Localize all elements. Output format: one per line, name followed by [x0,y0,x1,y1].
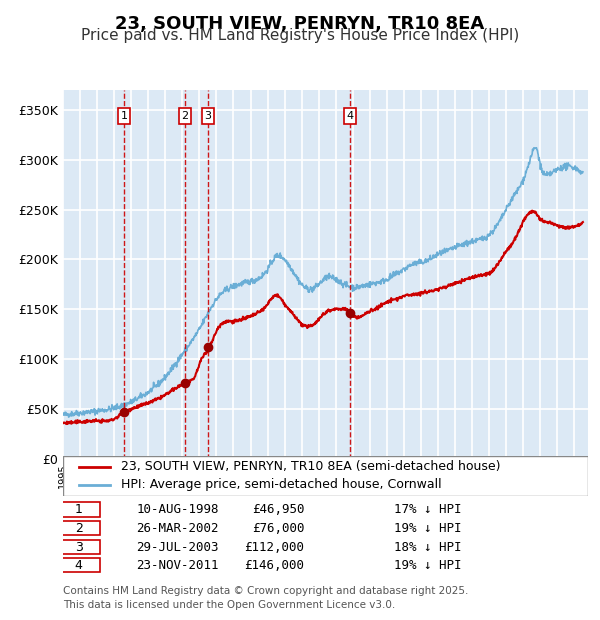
Text: 1: 1 [75,503,83,516]
FancyBboxPatch shape [58,521,100,535]
Text: 17% ↓ HPI: 17% ↓ HPI [394,503,461,516]
Text: 2: 2 [182,111,189,121]
Text: 3: 3 [205,111,211,121]
FancyBboxPatch shape [58,539,100,554]
Text: 23, SOUTH VIEW, PENRYN, TR10 8EA (semi-detached house): 23, SOUTH VIEW, PENRYN, TR10 8EA (semi-d… [121,461,500,474]
Text: 4: 4 [346,111,353,121]
Text: £146,000: £146,000 [245,559,305,572]
FancyBboxPatch shape [58,502,100,516]
Text: £46,950: £46,950 [252,503,305,516]
FancyBboxPatch shape [63,456,588,496]
Text: £76,000: £76,000 [252,522,305,535]
Text: 4: 4 [75,559,83,572]
Text: 29-JUL-2003: 29-JUL-2003 [137,541,219,554]
Text: 26-MAR-2002: 26-MAR-2002 [137,522,219,535]
Text: £112,000: £112,000 [245,541,305,554]
Text: 19% ↓ HPI: 19% ↓ HPI [394,522,461,535]
Text: HPI: Average price, semi-detached house, Cornwall: HPI: Average price, semi-detached house,… [121,478,442,491]
Text: 23, SOUTH VIEW, PENRYN, TR10 8EA: 23, SOUTH VIEW, PENRYN, TR10 8EA [115,16,485,33]
Text: Price paid vs. HM Land Registry's House Price Index (HPI): Price paid vs. HM Land Registry's House … [81,28,519,43]
Text: 23-NOV-2011: 23-NOV-2011 [137,559,219,572]
Text: Contains HM Land Registry data © Crown copyright and database right 2025.
This d: Contains HM Land Registry data © Crown c… [63,586,469,610]
Text: 10-AUG-1998: 10-AUG-1998 [137,503,219,516]
Text: 1: 1 [121,111,128,121]
Text: 2: 2 [75,522,83,535]
Text: 18% ↓ HPI: 18% ↓ HPI [394,541,461,554]
FancyBboxPatch shape [58,558,100,572]
Text: 19% ↓ HPI: 19% ↓ HPI [394,559,461,572]
Text: 3: 3 [75,541,83,554]
